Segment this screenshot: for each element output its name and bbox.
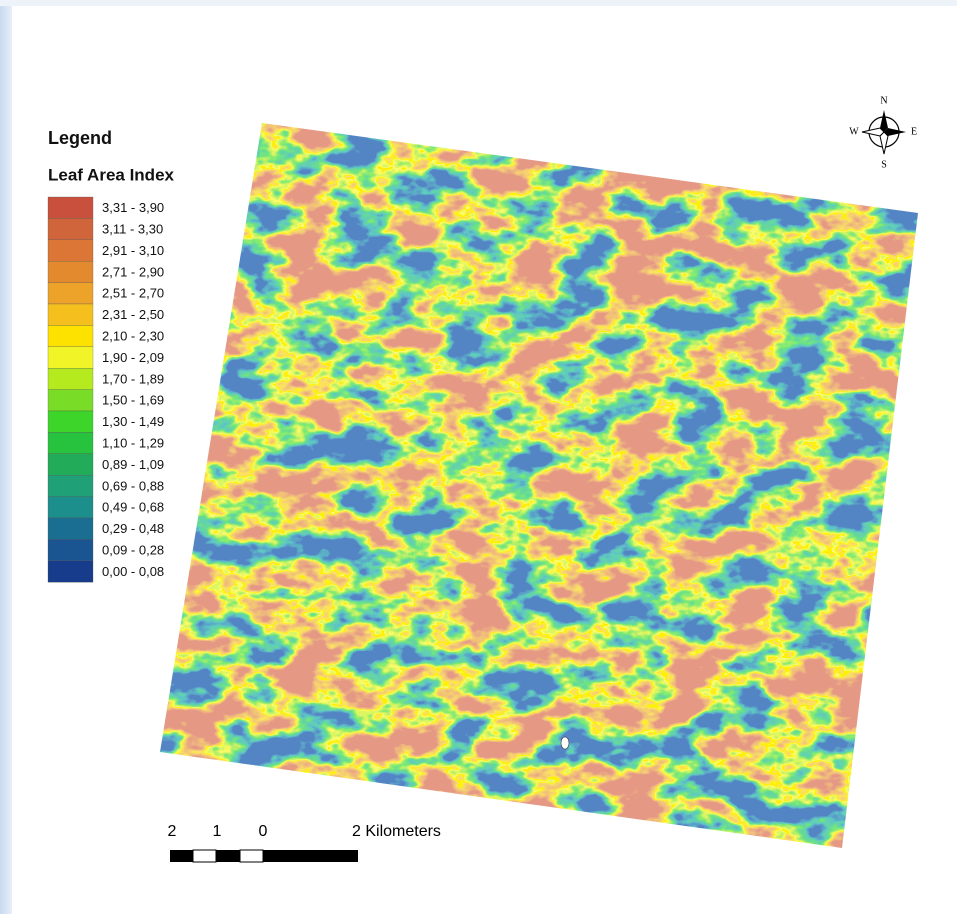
legend-label: 2,10 - 2,30	[102, 329, 164, 344]
gap	[561, 737, 569, 749]
legend-label: 1,70 - 1,89	[102, 371, 164, 386]
compass-label: E	[911, 126, 917, 137]
legend-label: 0,89 - 1,09	[102, 457, 164, 472]
legend-swatch	[48, 240, 93, 261]
legend-label: 1,50 - 1,69	[102, 393, 164, 408]
scale-label: 2 Kilometers	[352, 823, 441, 840]
legend-label: 2,71 - 2,90	[102, 264, 164, 279]
legend-label: 1,30 - 1,49	[102, 414, 164, 429]
legend-label: 1,10 - 1,29	[102, 436, 164, 451]
page-edge	[0, 0, 12, 914]
legend-swatch	[48, 411, 93, 432]
map-page: Legend Leaf Area Index 3,31 - 3,90 3,11 -…	[0, 0, 957, 914]
legend-label: 0,00 - 0,08	[102, 564, 164, 579]
compass-label: W	[849, 126, 859, 137]
legend-swatch	[48, 497, 93, 518]
legend-swatch	[48, 218, 93, 239]
legend-label: 1,90 - 2,09	[102, 350, 164, 365]
legend-swatch	[48, 304, 93, 325]
raster-fill	[150, 110, 930, 860]
scale-label: 1	[213, 823, 222, 840]
compass-label: N	[880, 95, 887, 106]
legend-label: 0,29 - 0,48	[102, 521, 164, 536]
legend-swatch	[48, 325, 93, 346]
legend-swatch	[48, 390, 93, 411]
legend-label: 3,11 - 3,30	[102, 222, 163, 237]
legend-label: 0,49 - 0,68	[102, 500, 164, 515]
legend-swatch	[48, 261, 93, 282]
legend-label: 2,51 - 2,70	[102, 286, 164, 301]
legend-label: 0,09 - 0,28	[102, 543, 164, 558]
legend-label: 3,31 - 3,90	[102, 200, 164, 215]
legend-swatch	[48, 347, 93, 368]
legend-label: 2,91 - 3,10	[102, 243, 164, 258]
legend-swatch	[48, 197, 93, 218]
compass-label: S	[881, 159, 887, 170]
legend-swatch	[48, 368, 93, 389]
legend-swatch	[48, 283, 93, 304]
scale-segment	[193, 850, 216, 862]
legend-swatch	[48, 475, 93, 496]
legend-swatch	[48, 454, 93, 475]
page-edge	[0, 0, 957, 6]
scale-segment	[240, 850, 263, 862]
scale-segment	[263, 850, 358, 862]
legend-subtitle: Leaf Area Index	[48, 165, 175, 184]
scale-label: 0	[259, 823, 268, 840]
scale-segment	[216, 850, 240, 862]
legend-label: 0,69 - 0,88	[102, 478, 164, 493]
scale-segment	[170, 850, 193, 862]
scale-label: 2	[168, 823, 177, 840]
lai-raster	[150, 110, 930, 860]
legend-swatch	[48, 518, 93, 539]
legend-swatch	[48, 432, 93, 453]
legend-swatch	[48, 561, 93, 582]
legend-title: Legend	[48, 128, 112, 148]
legend-label: 2,31 - 2,50	[102, 307, 164, 322]
legend-swatch	[48, 539, 93, 560]
